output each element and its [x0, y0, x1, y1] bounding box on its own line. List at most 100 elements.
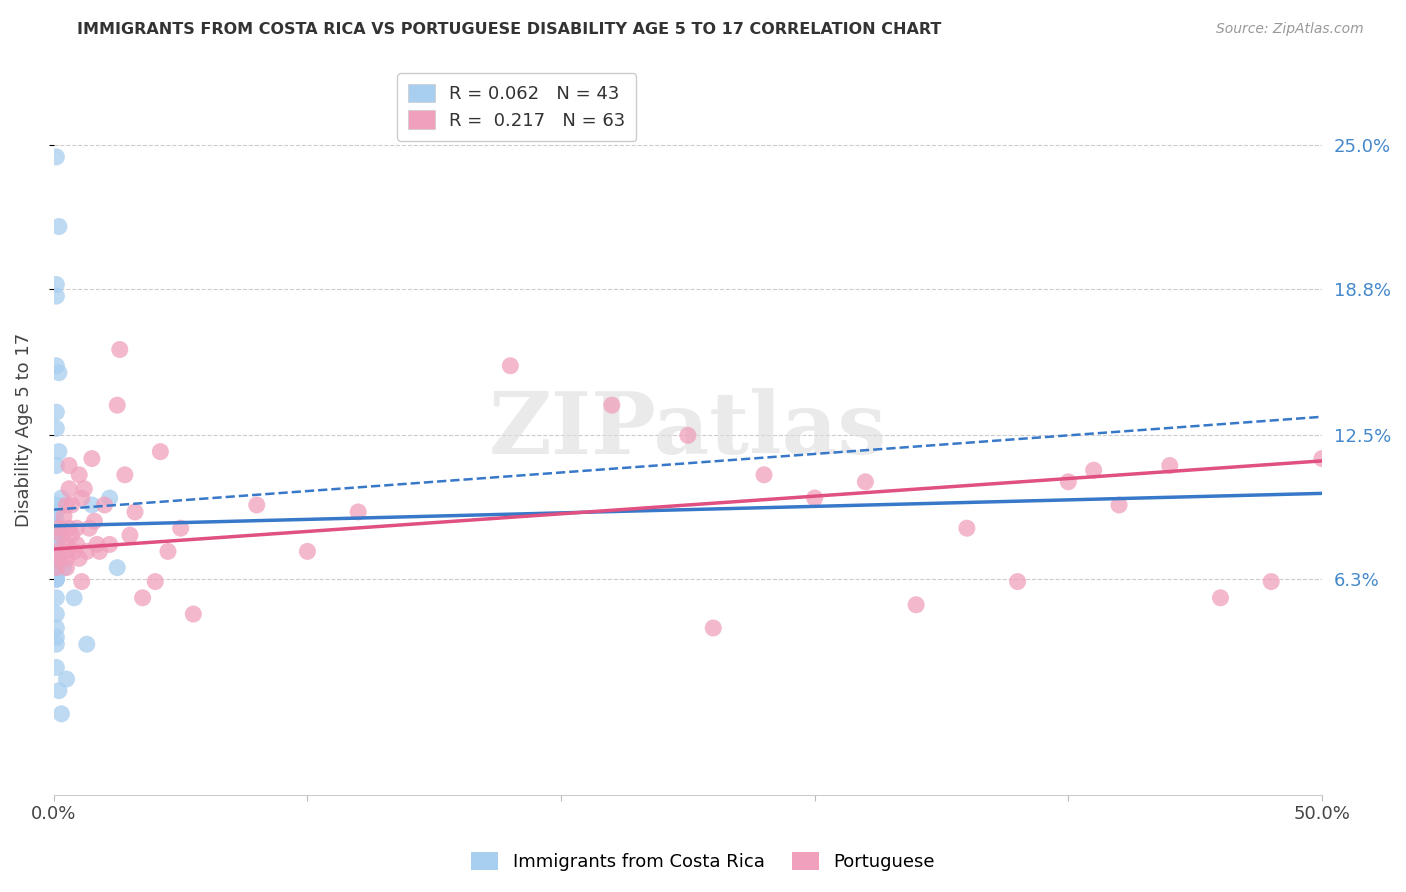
Point	[45, 572, 67, 586]
Point	[131, 591, 153, 605]
Point	[60, 528, 83, 542]
Point	[1260, 574, 1282, 589]
Point	[124, 505, 146, 519]
Point	[70, 491, 93, 505]
Legend: R = 0.062   N = 43, R =  0.217   N = 63: R = 0.062 N = 43, R = 0.217 N = 63	[396, 73, 637, 141]
Legend: Immigrants from Costa Rica, Portuguese: Immigrants from Costa Rica, Portuguese	[464, 845, 942, 879]
Point	[45, 525, 67, 540]
Point	[66, 521, 89, 535]
Point	[1057, 475, 1080, 489]
Point	[143, 574, 166, 589]
Point	[79, 521, 101, 535]
Point	[63, 591, 86, 605]
Point	[63, 544, 86, 558]
Point	[55, 672, 77, 686]
Point	[80, 451, 103, 466]
Point	[1209, 591, 1232, 605]
Point	[45, 544, 67, 558]
Point	[70, 574, 93, 589]
Point	[55, 551, 77, 566]
Point	[58, 482, 80, 496]
Point	[66, 537, 89, 551]
Point	[1108, 498, 1130, 512]
Point	[93, 498, 115, 512]
Point	[48, 219, 70, 234]
Point	[1083, 463, 1105, 477]
Point	[45, 519, 67, 533]
Point	[108, 343, 131, 357]
Point	[803, 491, 825, 505]
Point	[956, 521, 979, 535]
Point	[48, 444, 70, 458]
Point	[80, 498, 103, 512]
Point	[45, 591, 67, 605]
Point	[45, 551, 67, 566]
Point	[1310, 451, 1333, 466]
Point	[183, 607, 205, 621]
Point	[1007, 574, 1029, 589]
Point	[55, 537, 77, 551]
Point	[76, 544, 98, 558]
Point	[105, 398, 128, 412]
Point	[60, 498, 83, 512]
Point	[67, 467, 90, 482]
Point	[51, 491, 73, 505]
Point	[114, 467, 136, 482]
Text: IMMIGRANTS FROM COSTA RICA VS PORTUGUESE DISABILITY AGE 5 TO 17 CORRELATION CHAR: IMMIGRANTS FROM COSTA RICA VS PORTUGUESE…	[77, 22, 942, 37]
Point	[45, 498, 67, 512]
Point	[149, 444, 172, 458]
Point	[55, 498, 77, 512]
Point	[1159, 458, 1181, 473]
Point	[48, 366, 70, 380]
Point	[855, 475, 877, 489]
Point	[55, 560, 77, 574]
Point	[45, 505, 67, 519]
Point	[45, 544, 67, 558]
Point	[905, 598, 928, 612]
Point	[156, 544, 179, 558]
Text: ZIPatlas: ZIPatlas	[489, 387, 887, 472]
Point	[98, 491, 121, 505]
Point	[45, 607, 67, 621]
Point	[45, 521, 67, 535]
Point	[53, 560, 76, 574]
Point	[45, 458, 67, 473]
Point	[702, 621, 724, 635]
Point	[58, 521, 80, 535]
Point	[45, 359, 67, 373]
Point	[45, 630, 67, 644]
Point	[83, 514, 105, 528]
Point	[45, 572, 67, 586]
Point	[45, 563, 67, 577]
Point	[45, 514, 67, 528]
Point	[45, 405, 67, 419]
Point	[105, 560, 128, 574]
Point	[51, 706, 73, 721]
Point	[45, 660, 67, 674]
Point	[48, 683, 70, 698]
Point	[89, 544, 111, 558]
Point	[45, 572, 67, 586]
Point	[676, 428, 699, 442]
Point	[118, 528, 141, 542]
Point	[45, 567, 67, 582]
Point	[51, 528, 73, 542]
Text: Source: ZipAtlas.com: Source: ZipAtlas.com	[1216, 22, 1364, 37]
Point	[752, 467, 775, 482]
Point	[53, 509, 76, 524]
Point	[86, 537, 108, 551]
Point	[297, 544, 319, 558]
Point	[45, 528, 67, 542]
Point	[48, 521, 70, 535]
Y-axis label: Disability Age 5 to 17: Disability Age 5 to 17	[15, 333, 32, 526]
Point	[45, 560, 67, 574]
Point	[600, 398, 623, 412]
Point	[67, 551, 90, 566]
Point	[48, 551, 70, 566]
Point	[45, 560, 67, 574]
Point	[45, 637, 67, 651]
Point	[246, 498, 269, 512]
Point	[45, 537, 67, 551]
Point	[45, 421, 67, 435]
Point	[45, 150, 67, 164]
